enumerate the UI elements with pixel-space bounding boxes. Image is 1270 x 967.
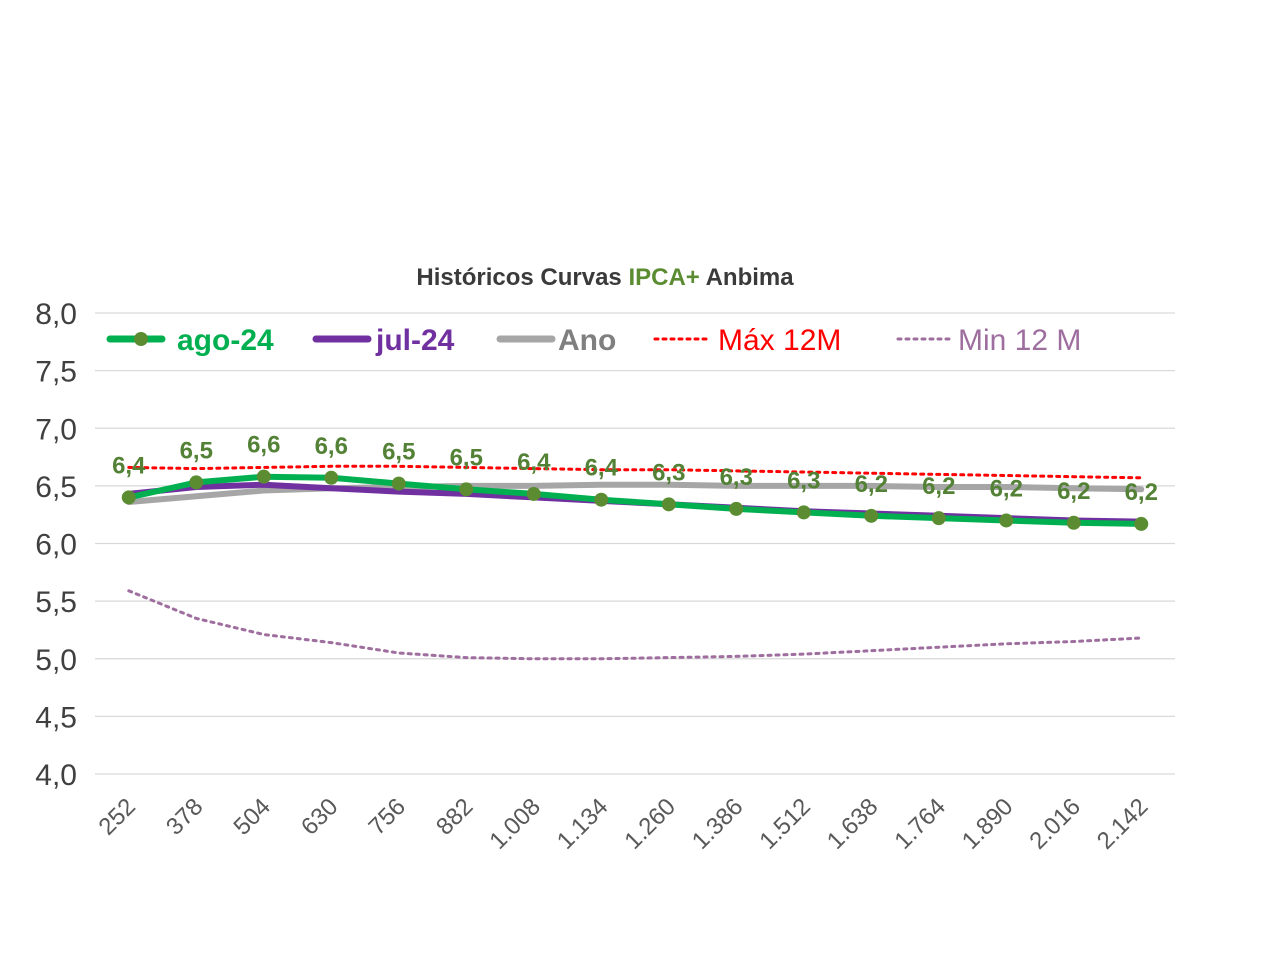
y-tick-label: 5,5 — [35, 586, 77, 619]
x-tick-label: 378 — [161, 793, 208, 840]
data-labels: 6,4 6,5 6,6 6,6 6,5 6,5 6,4 6,4 6,3 6,3 6,3 6,2 6,2 6… — [112, 432, 1158, 506]
chart-title-part: IPCA+ — [628, 264, 699, 291]
data-point — [931, 511, 946, 526]
series-line-min-12-m — [127, 589, 1143, 661]
x-tick-label: 1.134 — [552, 793, 614, 855]
series-line-m-x-12m — [127, 464, 1143, 480]
chart-title-part: Anbima — [700, 264, 794, 291]
series-lines — [121, 464, 1149, 661]
data-point — [1066, 515, 1081, 530]
x-tick-label: 252 — [94, 793, 141, 840]
x-axis-ticks: 252 378 504 630 756 882 1.008 1.134 1.260 1.386 1.… — [94, 793, 1154, 855]
x-tick-label: 1.260 — [619, 793, 681, 855]
y-axis-ticks: 8,0 7,5 7,0 6,5 6,0 5,5 5,0 4,5 4,0 — [35, 298, 77, 792]
legend-label: Min 12 M — [958, 324, 1081, 357]
legend-item: Máx 12M — [653, 324, 841, 357]
legend-label: Máx 12M — [718, 324, 841, 357]
data-point — [189, 475, 204, 490]
data-label: 6,2 — [855, 471, 888, 498]
data-label: 6,2 — [1125, 479, 1158, 506]
x-tick-label: 2.142 — [1092, 793, 1154, 855]
data-point — [121, 490, 136, 505]
data-label: 6,3 — [787, 467, 820, 494]
x-tick-label: 1.890 — [957, 793, 1019, 855]
x-tick-label: 1.764 — [889, 793, 951, 855]
x-tick-label: 630 — [296, 793, 343, 840]
data-label: 6,6 — [315, 433, 348, 460]
data-label: 6,2 — [1057, 478, 1090, 505]
legend-label: ago-24 — [177, 324, 274, 357]
grid-lines — [95, 312, 1175, 775]
data-point — [999, 513, 1014, 528]
data-label: 6,4 — [112, 452, 146, 479]
y-tick-label: 5,0 — [35, 644, 77, 677]
x-tick-label: 1.386 — [687, 793, 749, 855]
x-tick-label: 882 — [431, 793, 478, 840]
data-point — [729, 501, 744, 516]
data-point — [1134, 516, 1149, 531]
y-tick-label: 8,0 — [35, 298, 77, 331]
data-point — [459, 482, 474, 497]
y-tick-label: 7,0 — [35, 413, 77, 446]
data-point — [796, 505, 811, 520]
data-point — [391, 476, 406, 491]
x-tick-label: 1.638 — [822, 793, 884, 855]
chart-title-part: Históricos Curvas — [416, 264, 628, 291]
data-point — [526, 486, 541, 501]
data-label: 6,4 — [585, 455, 619, 482]
legend-item: jul-24 — [312, 324, 455, 357]
x-tick-label: 2.016 — [1024, 793, 1086, 855]
data-label: 6,5 — [450, 444, 483, 471]
data-point — [594, 492, 609, 507]
y-tick-label: 6,5 — [35, 471, 77, 504]
data-label: 6,2 — [990, 475, 1023, 502]
data-point — [661, 497, 676, 512]
legend-item: Ano — [496, 324, 616, 357]
data-label: 6,6 — [247, 432, 280, 459]
data-point — [256, 469, 271, 484]
y-tick-label: 4,0 — [35, 759, 77, 792]
x-tick-label: 504 — [229, 793, 276, 840]
legend-marker — [134, 332, 148, 346]
data-label: 6,5 — [180, 437, 213, 464]
data-point — [864, 508, 879, 523]
series-line-ago-24 — [125, 473, 1145, 527]
legend: ago-24 jul-24 Ano Máx 12M Min 12 M — [106, 324, 1081, 357]
data-label: 6,3 — [652, 459, 685, 486]
data-label: 6,4 — [517, 449, 551, 476]
chart-title: Históricos Curvas IPCA+ Anbima — [416, 264, 794, 291]
legend-label: Ano — [558, 324, 616, 357]
x-tick-label: 756 — [364, 793, 411, 840]
legend-item: ago-24 — [106, 324, 274, 357]
data-point — [324, 470, 339, 485]
y-tick-label: 6,0 — [35, 529, 77, 562]
data-label: 6,2 — [922, 473, 955, 500]
y-tick-label: 4,5 — [35, 701, 77, 734]
x-tick-label: 1.512 — [754, 793, 816, 855]
y-tick-label: 7,5 — [35, 356, 77, 389]
data-label: 6,5 — [382, 439, 415, 466]
legend-label: jul-24 — [375, 324, 455, 357]
data-label: 6,3 — [720, 464, 753, 491]
legend-item: Min 12 M — [896, 324, 1081, 357]
x-tick-label: 1.008 — [484, 793, 546, 855]
